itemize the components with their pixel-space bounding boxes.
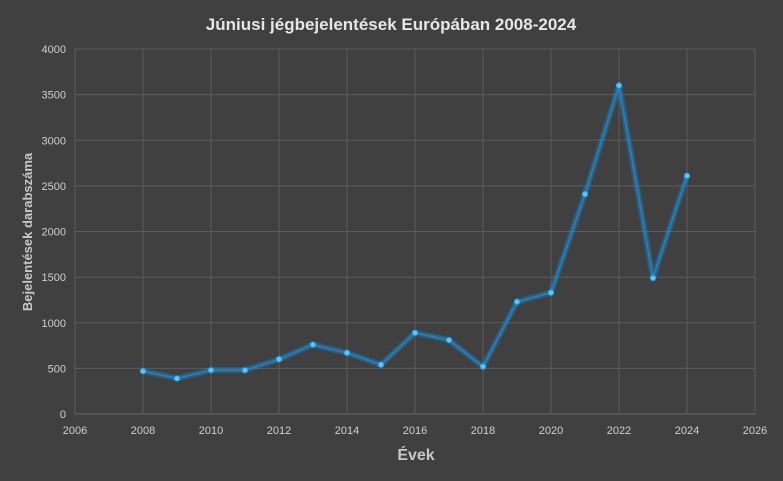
data-point: [241, 367, 249, 374]
x-tick-label: 2014: [335, 425, 359, 437]
data-point: [309, 341, 317, 348]
data-point: [343, 349, 351, 356]
data-point: [445, 336, 453, 344]
data-point: [683, 172, 691, 179]
grid: [74, 48, 756, 415]
x-tick-label: 2008: [131, 425, 155, 437]
x-tick-label: 2012: [267, 425, 291, 437]
y-tick-label: 4000: [42, 44, 66, 56]
data-point: [479, 363, 487, 370]
y-tick-label: 2000: [42, 227, 66, 239]
y-tick-label: 500: [48, 363, 66, 375]
y-tick-label: 0: [60, 409, 66, 421]
y-axis-title: Bejelentések darabszáma: [20, 152, 35, 311]
x-tick-label: 2022: [607, 425, 631, 437]
y-tick-label: 3500: [42, 90, 66, 102]
data-point: [207, 367, 215, 374]
x-axis-title: Évek: [397, 445, 434, 464]
x-tick-label: 2020: [539, 425, 563, 437]
y-tick-label: 2500: [42, 181, 66, 193]
x-tick-label: 2010: [199, 425, 223, 437]
data-point: [649, 274, 657, 282]
x-tick-label: 2024: [675, 425, 699, 437]
data-point: [139, 368, 147, 375]
series: [139, 82, 691, 382]
x-tick-label: 2026: [743, 425, 767, 437]
data-point: [411, 329, 419, 336]
data-point: [547, 289, 555, 296]
tick-labels: 0 500 1000 1500 2000 2500 3000 3500 4000 2006 2008…: [42, 44, 768, 437]
data-point: [173, 375, 181, 382]
data-point: [513, 298, 521, 305]
data-point: [581, 190, 589, 198]
x-tick-label: 2018: [471, 425, 495, 437]
data-point: [275, 356, 283, 363]
y-tick-label: 1500: [42, 272, 66, 284]
chart-title: Júniusi jégbejelentések Európában 2008-2…: [206, 15, 577, 34]
y-tick-label: 3000: [42, 135, 66, 147]
x-tick-label: 2016: [403, 425, 427, 437]
y-tick-label: 1000: [42, 318, 66, 330]
data-point: [615, 82, 623, 89]
x-tick-label: 2006: [63, 425, 87, 437]
data-point: [377, 361, 385, 368]
